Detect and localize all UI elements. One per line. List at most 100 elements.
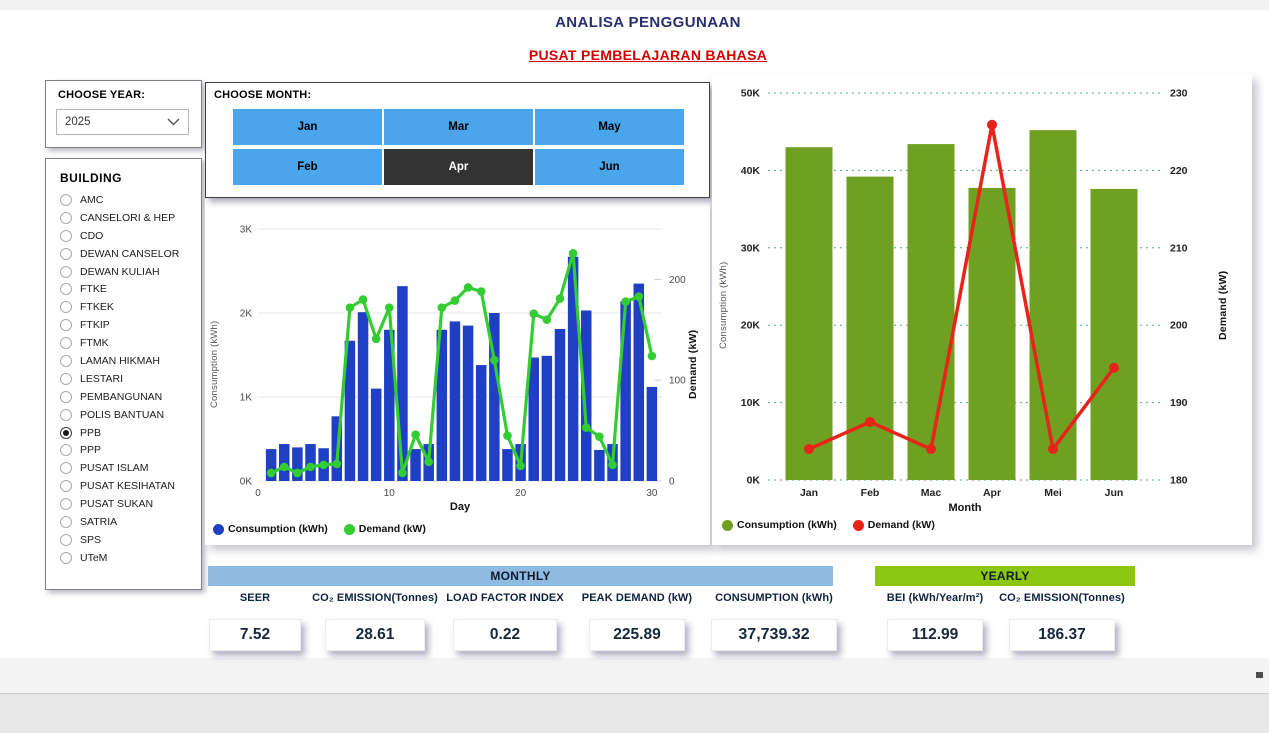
point-day-20[interactable]: [516, 461, 525, 471]
building-option-polis-bantuan[interactable]: POLIS BANTUAN: [60, 406, 197, 424]
bar-day-3[interactable]: [292, 447, 303, 481]
building-option-cdo[interactable]: CDO: [60, 227, 197, 245]
point-month-Mei[interactable]: [1048, 444, 1058, 455]
building-option-amc[interactable]: AMC: [60, 191, 197, 209]
point-day-7[interactable]: [345, 303, 355, 312]
point-day-12[interactable]: [411, 430, 420, 439]
building-option-ppb[interactable]: PPB: [60, 424, 197, 442]
bar-day-18[interactable]: [489, 313, 500, 481]
bar-day-10[interactable]: [384, 329, 395, 481]
bar-day-1[interactable]: [265, 449, 277, 481]
point-day-27[interactable]: [608, 460, 617, 470]
building-option-laman-hikmah[interactable]: LAMAN HIKMAH: [60, 352, 197, 370]
building-option-ftkek[interactable]: FTKEK: [60, 298, 197, 316]
year-dropdown[interactable]: 2025: [56, 109, 189, 135]
point-day-3[interactable]: [293, 468, 302, 478]
bar-month-Mei[interactable]: [1029, 130, 1077, 480]
point-day-14[interactable]: [437, 303, 447, 312]
bar-day-21[interactable]: [528, 357, 539, 481]
bar-day-19[interactable]: [502, 449, 513, 481]
building-option-pembangunan[interactable]: PEMBANGUNAN: [60, 388, 197, 406]
point-day-5[interactable]: [319, 460, 328, 470]
point-month-Jan[interactable]: [804, 444, 814, 455]
bar-day-23[interactable]: [554, 328, 566, 481]
point-day-10[interactable]: [385, 303, 394, 312]
building-option-dewan-canselor[interactable]: DEWAN CANSELOR: [60, 245, 197, 263]
point-month-Jun[interactable]: [1109, 362, 1119, 373]
bar-day-25[interactable]: [581, 310, 592, 481]
point-day-25[interactable]: [581, 423, 591, 432]
point-day-30[interactable]: [647, 351, 657, 361]
bar-day-2[interactable]: [279, 444, 290, 481]
legend-item-demand-kw[interactable]: Demand (kW): [343, 523, 426, 535]
bar-day-26[interactable]: [594, 449, 605, 481]
bar-day-22[interactable]: [541, 355, 553, 481]
point-day-9[interactable]: [371, 334, 381, 344]
legend-item-consumption-kwh[interactable]: Consumption (kWh): [722, 519, 837, 531]
building-option-dewan-kuliah[interactable]: DEWAN KULIAH: [60, 263, 197, 281]
bar-day-9[interactable]: [370, 388, 382, 481]
bar-day-12[interactable]: [410, 449, 421, 481]
month-button-apr[interactable]: Apr: [384, 149, 533, 185]
point-day-11[interactable]: [398, 468, 407, 478]
daily-consumption-demand-chart[interactable]: 0K 1K 2K 3K 0 100 200 0 10 20 30: [205, 199, 710, 519]
bar-day-4[interactable]: [305, 444, 316, 481]
point-day-18[interactable]: [490, 355, 499, 365]
point-day-17[interactable]: [476, 287, 486, 296]
building-option-ftmk[interactable]: FTMK: [60, 334, 197, 352]
bar-day-14[interactable]: [436, 329, 448, 481]
month-button-jan[interactable]: Jan: [233, 109, 382, 145]
point-day-6[interactable]: [332, 459, 342, 469]
point-month-Apr[interactable]: [987, 119, 997, 130]
building-option-pusat-sukan[interactable]: PUSAT SUKAN: [60, 495, 197, 513]
point-month-Mac[interactable]: [926, 444, 936, 455]
point-day-13[interactable]: [424, 457, 433, 467]
bar-month-Feb[interactable]: [846, 176, 894, 480]
month-button-may[interactable]: May: [535, 109, 684, 145]
building-option-ppp[interactable]: PPP: [60, 441, 197, 459]
month-button-mar[interactable]: Mar: [384, 109, 533, 145]
building-option-satria[interactable]: SATRIA: [60, 513, 197, 531]
building-option-pusat-kesihatan[interactable]: PUSAT KESIHATAN: [60, 477, 197, 495]
month-button-feb[interactable]: Feb: [233, 149, 382, 185]
legend-item-demand-kw[interactable]: Demand (kW): [852, 519, 935, 531]
point-day-23[interactable]: [555, 294, 565, 303]
bar-day-16[interactable]: [462, 325, 474, 481]
bar-month-Apr[interactable]: [968, 187, 1016, 480]
building-option-sps[interactable]: SPS: [60, 531, 197, 549]
building-option-pusat-islam[interactable]: PUSAT ISLAM: [60, 459, 197, 477]
bar-day-24[interactable]: [567, 256, 579, 481]
bar-day-7[interactable]: [344, 340, 356, 481]
legend-item-consumption-kwh[interactable]: Consumption (kWh): [213, 523, 328, 535]
point-day-15[interactable]: [450, 296, 460, 305]
point-day-24[interactable]: [568, 249, 578, 258]
bar-day-15[interactable]: [449, 321, 461, 481]
building-option-ftkip[interactable]: FTKIP: [60, 316, 197, 334]
bar-day-17[interactable]: [475, 365, 487, 481]
point-day-8[interactable]: [358, 295, 368, 304]
point-day-22[interactable]: [542, 315, 552, 325]
monthly-consumption-demand-chart[interactable]: 0K 10K 20K 30K 40K 50K 180 190 200 210 220 230 Jan Fe…: [712, 75, 1252, 507]
point-day-21[interactable]: [529, 309, 539, 318]
point-day-29[interactable]: [634, 292, 644, 301]
bar-month-Jun[interactable]: [1090, 188, 1138, 480]
bar-month-Jan[interactable]: [785, 147, 833, 480]
point-day-26[interactable]: [595, 432, 604, 441]
resize-handle-icon[interactable]: [1256, 672, 1263, 678]
point-day-2[interactable]: [279, 462, 289, 472]
point-day-4[interactable]: [306, 462, 315, 472]
building-option-utem[interactable]: UTeM: [60, 549, 197, 567]
building-option-canselori-hep[interactable]: CANSELORI & HEP: [60, 209, 197, 227]
point-month-Feb[interactable]: [865, 416, 875, 427]
bar-day-29[interactable]: [633, 283, 645, 481]
bar-day-11[interactable]: [397, 286, 408, 481]
bar-day-30[interactable]: [646, 386, 658, 481]
month-button-jun[interactable]: Jun: [535, 149, 684, 185]
point-day-16[interactable]: [463, 283, 473, 292]
bar-day-8[interactable]: [357, 312, 369, 481]
point-day-19[interactable]: [503, 431, 512, 440]
building-option-lestari[interactable]: LESTARI: [60, 370, 197, 388]
building-option-ftke[interactable]: FTKE: [60, 280, 197, 298]
point-day-28[interactable]: [621, 297, 630, 306]
bar-month-Mac[interactable]: [907, 144, 955, 481]
